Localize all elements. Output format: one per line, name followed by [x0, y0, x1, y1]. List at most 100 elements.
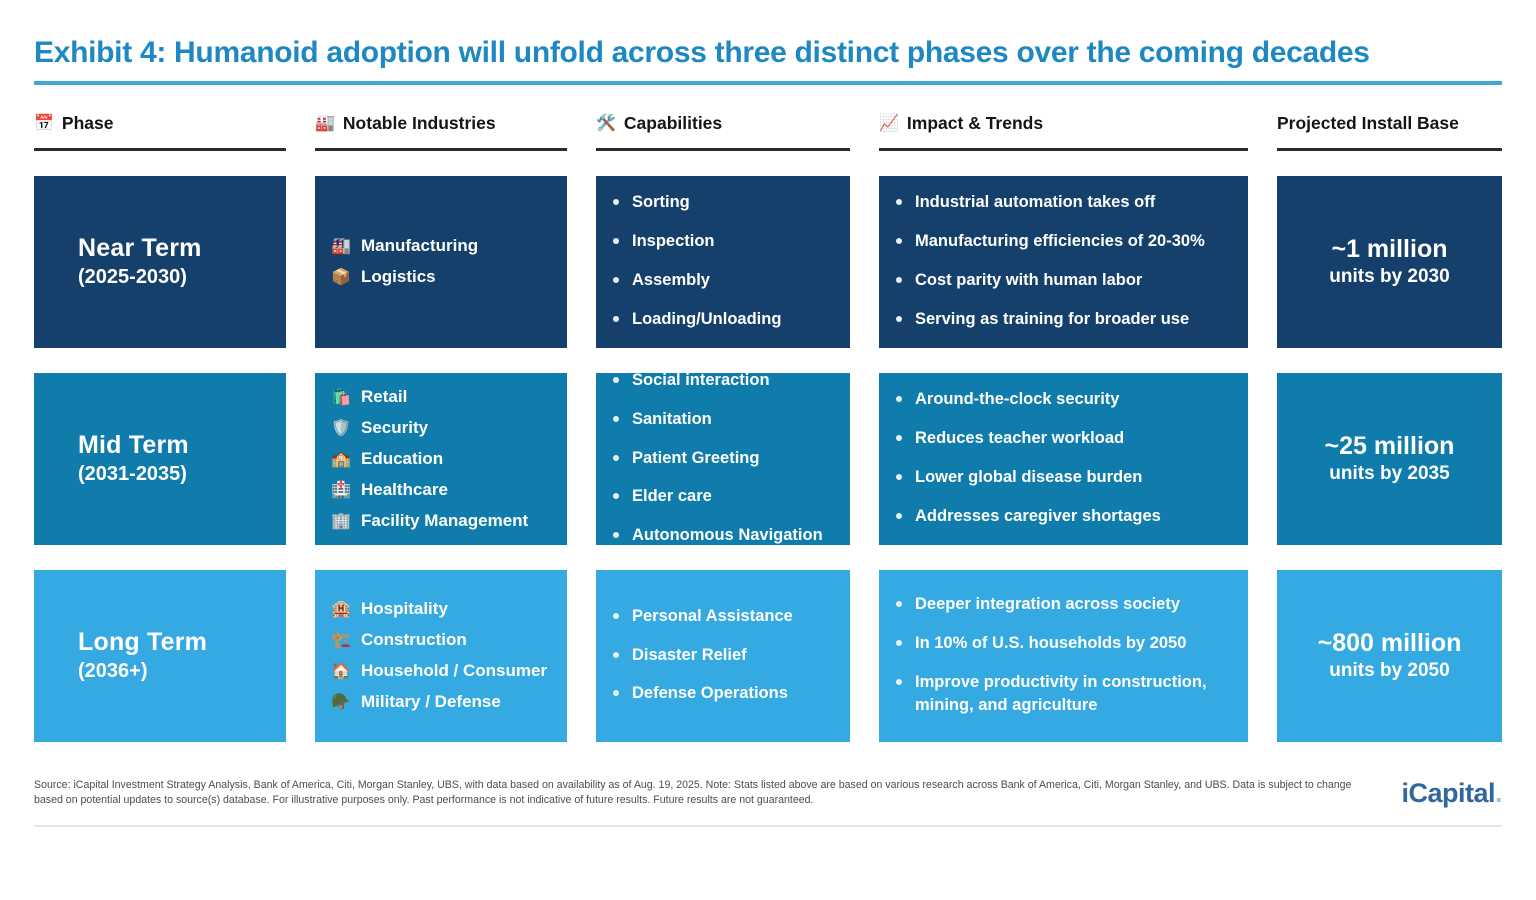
industry-label: Military / Defense [361, 692, 501, 711]
capability-label: Personal Assistance [632, 606, 793, 625]
industry-label: Healthcare [361, 479, 448, 499]
industry-item: 🛡️ Security [330, 418, 561, 438]
industry-label: Hospitality [361, 599, 448, 618]
capability-item: Autonomous Navigation [610, 524, 846, 548]
school-icon: 🏫 [331, 448, 351, 468]
capability-item: Patient Greeting [610, 447, 846, 471]
industry-label: Manufacturing [361, 236, 479, 255]
header-underline [596, 147, 850, 151]
impact-item: Around-the-clock security [893, 388, 1244, 412]
hammer-wrench-icon: 🛠️ [596, 113, 616, 132]
shield-icon: 🛡️ [331, 417, 351, 437]
impact-item: Lower global disease burden [893, 466, 1244, 490]
phase-tile: Mid Term (2031-2035) [34, 372, 286, 545]
column-header-label: 🛠️ Capabilities [596, 113, 850, 134]
capabilities-tile: Sorting Inspection Assembly Loading/Unlo… [596, 175, 850, 348]
bullet-icon [613, 651, 619, 658]
building-construction-icon: 🏗️ [331, 630, 351, 649]
install-base-value: ~25 million [1324, 432, 1455, 460]
header-underline [34, 147, 286, 151]
impact-item: In 10% of U.S. households by 2050 [893, 632, 1244, 656]
capability-item: Elder care [610, 485, 846, 509]
impact-item: Reduces teacher workload [893, 427, 1244, 451]
phase-row: Near Term (2025-2030) 🏭 Manufacturing 📦 … [34, 175, 1502, 348]
hospital-icon: 🏥 [331, 479, 351, 499]
capability-item: Loading/Unloading [610, 308, 846, 332]
bullet-icon [613, 415, 619, 422]
bullet-icon [896, 315, 902, 322]
industry-label: Construction [361, 630, 467, 649]
bullet-icon [613, 199, 619, 206]
capability-label: Inspection [632, 232, 715, 251]
capability-label: Loading/Unloading [632, 309, 782, 328]
industry-item: 🏠 Household / Consumer [330, 661, 561, 681]
factory-icon: 🏭 [331, 236, 351, 255]
impact-tile: Industrial automation takes off Manufact… [879, 175, 1248, 348]
impact-label: Industrial automation takes off [915, 193, 1156, 212]
column-title: Capabilities [623, 112, 723, 133]
bullet-icon [613, 454, 619, 461]
impact-label: In 10% of U.S. households by 2050 [915, 633, 1187, 652]
phase-range: (2025-2030) [78, 266, 187, 288]
phase-row: Long Term (2036+) 🏨 Hospitality 🏗️ Const… [34, 569, 1502, 742]
hotel-icon: 🏨 [331, 599, 351, 618]
column-header: 🛠️ Capabilities [596, 113, 850, 151]
capability-item: Defense Operations [610, 682, 846, 706]
capability-item: Social interaction [610, 369, 846, 393]
military-helmet-icon: 🪖 [331, 692, 351, 711]
phase-range: (2031-2035) [78, 463, 187, 485]
bullet-icon [896, 199, 902, 206]
capabilities-tile: Social interaction Sanitation Patient Gr… [596, 371, 850, 548]
column-title: Projected Install Base [1277, 112, 1459, 133]
column-header: 📈 Impact & Trends [879, 113, 1248, 151]
column-headers: 📅 Phase 🏭 Notable Industries 🛠️ Capabili… [34, 113, 1502, 151]
impact-label: Improve productivity in construction, mi… [915, 672, 1207, 715]
industry-item: 📦 Logistics [330, 267, 561, 287]
capability-label: Assembly [632, 271, 710, 289]
logo-dot: . [1494, 777, 1503, 808]
package-icon: 📦 [331, 267, 351, 286]
column-title: Notable Industries [342, 112, 496, 133]
bullet-icon [613, 612, 619, 619]
bullet-icon [613, 493, 619, 500]
capability-item: Personal Assistance [610, 605, 846, 629]
industry-item: 🏫 Education [330, 449, 561, 469]
impact-label: Lower global disease burden [915, 468, 1143, 486]
icapital-logo: iCapital. [1401, 778, 1502, 809]
footer: Source: iCapital Investment Strategy Ana… [34, 778, 1503, 810]
header-underline [1277, 147, 1502, 151]
exhibit-page: Exhibit 4: Humanoid adoption will unfold… [0, 36, 1536, 828]
bullet-icon [613, 238, 619, 245]
impact-item: Industrial automation takes off [893, 191, 1244, 215]
impact-label: Cost parity with human labor [915, 271, 1143, 289]
column-title: Phase [61, 112, 114, 133]
impact-item: Deeper integration across society [893, 593, 1244, 617]
industry-item: 🏭 Manufacturing [330, 236, 561, 256]
industry-label: Retail [361, 386, 408, 406]
capability-item: Assembly [610, 269, 846, 293]
factory-icon: 🏭 [315, 113, 335, 132]
phase-name: Near Term [78, 234, 202, 262]
capability-label: Social interaction [632, 370, 770, 389]
phase-tile: Long Term (2036+) [34, 569, 286, 742]
bullet-icon [896, 396, 902, 403]
install-base-tile: ~1 million units by 2030 [1277, 175, 1502, 348]
industry-item: 🪖 Military / Defense [330, 692, 561, 712]
column-header: 📅 Phase [34, 113, 286, 151]
capability-item: Sorting [610, 191, 846, 215]
capability-label: Disaster Relief [632, 645, 747, 664]
industries-tile: 🛍️ Retail 🛡️ Security 🏫 Education 🏥 Heal… [315, 372, 567, 545]
title-underline [34, 80, 1502, 85]
bottom-divider [34, 825, 1502, 828]
column-title: Impact & Trends [906, 112, 1044, 133]
column-header: 🏭 Notable Industries [315, 113, 567, 151]
industry-item: 🛍️ Retail [330, 387, 561, 407]
capability-item: Sanitation [610, 408, 846, 432]
impact-item: Addresses caregiver shortages [893, 505, 1244, 529]
impact-label: Deeper integration across society [915, 594, 1181, 613]
bullet-icon [613, 532, 619, 539]
bullet-icon [896, 600, 902, 607]
install-base-tile: ~25 million units by 2035 [1277, 372, 1502, 545]
bullet-icon [896, 639, 902, 646]
capability-label: Defense Operations [632, 684, 788, 703]
